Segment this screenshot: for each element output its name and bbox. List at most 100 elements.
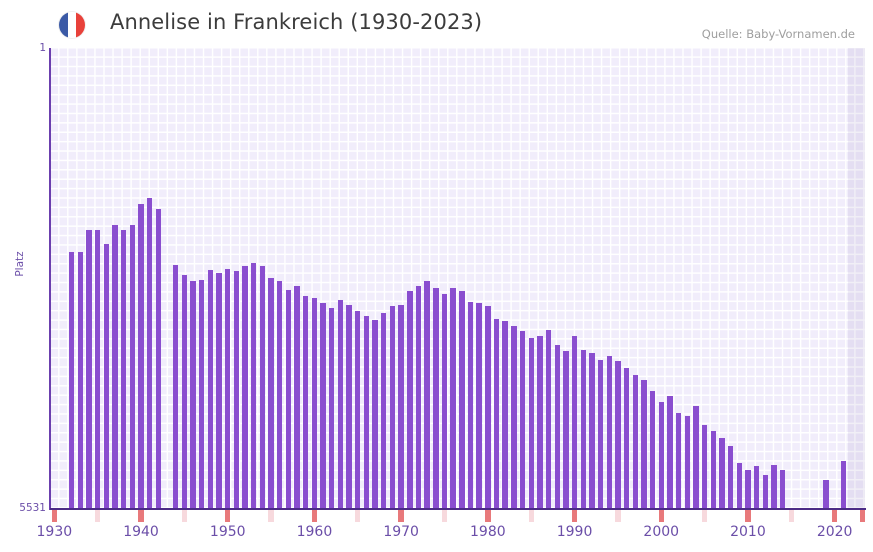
decade-marker [225,510,231,522]
bar[interactable] [597,359,604,509]
bar[interactable] [329,308,335,509]
x-axis-tick-label: 2010 [730,524,766,540]
bar[interactable] [190,281,196,509]
bar[interactable] [753,466,760,509]
bar[interactable] [94,229,101,509]
bar[interactable] [571,336,578,509]
bar[interactable] [320,303,326,509]
bar[interactable] [433,288,439,509]
bar[interactable] [68,252,75,509]
bar[interactable] [727,446,734,509]
bar[interactable] [493,318,500,509]
bar[interactable] [424,281,430,509]
bar[interactable] [337,299,344,509]
bar[interactable] [251,263,257,509]
bar[interactable] [303,296,309,509]
bar[interactable] [121,229,127,509]
bar[interactable] [623,368,630,509]
x-axis-tick-labels: 1930 1940 1950 1960 1970 1980 1990 2000 2010 2020 [0,524,873,548]
bar[interactable] [112,224,118,509]
bar[interactable] [771,464,777,509]
bar[interactable] [779,469,786,509]
bar[interactable] [242,266,248,509]
bar[interactable] [589,353,595,509]
source-attribution: Quelle: Baby-Vornamen.de [701,27,855,41]
x-axis-tick-label: 1930 [36,524,73,540]
bar[interactable] [173,264,179,509]
bar[interactable] [641,379,647,509]
bar[interactable] [840,460,846,509]
bar[interactable] [710,431,716,509]
bar[interactable] [407,291,413,509]
bar[interactable] [199,279,205,509]
bar[interactable] [459,291,465,509]
decade-marker [181,510,188,522]
bar[interactable] [311,298,318,509]
bar[interactable] [667,396,673,509]
bar[interactable] [268,278,274,509]
bar[interactable] [216,273,222,509]
bar[interactable] [129,224,136,509]
bar[interactable] [285,289,292,509]
bar[interactable] [511,326,517,509]
bar[interactable] [762,474,768,509]
bar[interactable] [294,286,300,509]
bar-series [50,48,865,509]
bar[interactable] [415,286,422,509]
bar[interactable] [155,208,162,509]
bar[interactable] [537,336,543,509]
bar[interactable] [363,316,370,509]
bar[interactable] [745,469,751,509]
bar[interactable] [563,351,569,509]
bar[interactable] [545,329,552,509]
decade-marker [701,510,708,522]
bar[interactable] [519,331,526,509]
decade-marker [658,510,664,522]
bar[interactable] [207,269,214,509]
bar[interactable] [528,338,534,509]
bar[interactable] [701,424,708,509]
decade-marker [138,510,144,522]
bar[interactable] [502,321,508,509]
decade-marker-strip [50,510,865,522]
bar[interactable] [476,303,482,509]
bar[interactable] [398,304,404,509]
bar[interactable] [181,274,188,509]
bar[interactable] [381,313,387,509]
bar[interactable] [606,356,612,509]
bar[interactable] [485,306,491,509]
bar[interactable] [259,266,266,509]
bar[interactable] [277,281,283,509]
bar[interactable] [632,374,638,509]
bar[interactable] [467,302,474,509]
bar[interactable] [225,268,231,509]
bar[interactable] [147,197,153,509]
bar[interactable] [719,438,725,509]
bar[interactable] [823,479,829,509]
x-axis-tick-label: 1950 [209,524,246,540]
bar[interactable] [693,406,699,509]
bar[interactable] [138,203,144,509]
bar[interactable] [450,288,456,509]
bar[interactable] [658,402,664,509]
bar[interactable] [649,391,656,509]
decade-marker [859,510,865,522]
bar[interactable] [77,252,84,509]
bar[interactable] [389,306,396,509]
bar[interactable] [233,271,240,509]
y-axis-line [49,48,51,510]
bar[interactable] [684,416,690,509]
bar[interactable] [86,229,92,509]
decade-marker [571,510,578,522]
bar[interactable] [736,463,742,509]
bar[interactable] [441,293,448,509]
bar[interactable] [372,319,378,509]
bar[interactable] [103,243,110,509]
bar[interactable] [346,304,352,509]
bar[interactable] [580,349,586,509]
bar[interactable] [355,310,361,509]
bar[interactable] [615,361,621,509]
bar[interactable] [675,413,682,509]
bar[interactable] [554,344,560,509]
